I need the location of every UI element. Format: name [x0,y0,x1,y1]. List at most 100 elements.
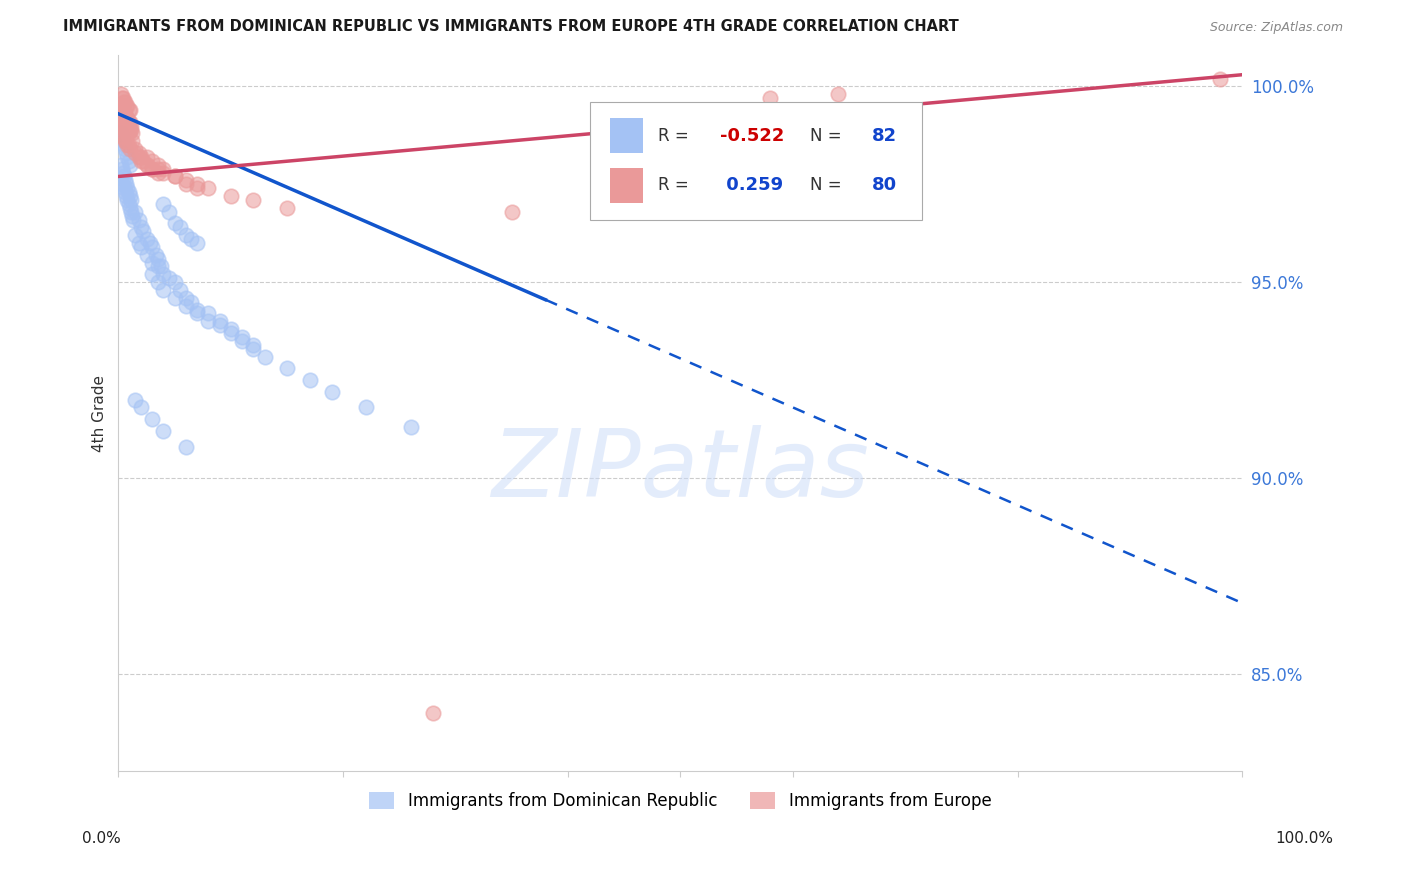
Point [117,114,139,128]
Point [128,235,150,250]
Point [115,122,138,136]
Point [112,130,135,145]
Point [253,350,276,364]
Point [117,185,139,199]
Point [111,161,134,176]
Point [174,299,197,313]
Point [197,181,219,195]
Point [114,122,136,136]
Point [110,87,132,102]
Point [174,173,197,187]
Point [242,342,264,356]
Point [152,165,174,179]
Point [111,114,134,128]
Text: 80: 80 [872,177,897,194]
Point [115,178,138,192]
Point [124,142,146,156]
Point [124,228,146,243]
Point [111,119,134,133]
Point [118,158,141,172]
Point [208,318,231,333]
Point [141,255,163,269]
Point [129,150,152,164]
Text: -0.522: -0.522 [720,127,785,145]
Text: 100.0%: 100.0% [1275,831,1334,846]
Point [112,95,135,109]
Point [174,228,197,243]
Point [117,138,139,153]
Point [135,158,157,172]
Point [163,169,186,184]
Point [180,232,202,246]
Point [827,87,849,102]
Point [242,193,264,207]
Point [120,204,142,219]
Point [112,119,135,133]
Point [139,235,162,250]
Point [111,107,134,121]
Point [111,165,134,179]
Point [117,99,139,113]
Point [117,181,139,195]
Legend: Immigrants from Dominican Republic, Immigrants from Europe: Immigrants from Dominican Republic, Immi… [363,785,998,817]
Point [399,420,422,434]
Point [118,103,141,117]
FancyBboxPatch shape [591,102,922,219]
Point [152,161,174,176]
Point [111,91,134,105]
Point [157,204,180,219]
Point [174,291,197,305]
Point [120,122,142,136]
Point [117,127,139,141]
Point [111,127,134,141]
Point [111,134,134,148]
Point [152,268,174,282]
Text: ZIPatlas: ZIPatlas [492,425,869,516]
Point [112,138,135,153]
Point [152,283,174,297]
Point [115,134,138,148]
Point [169,220,191,235]
Point [114,142,136,156]
Point [146,165,169,179]
Point [124,146,146,161]
Point [141,153,163,168]
Text: 0.0%: 0.0% [82,831,121,846]
Point [111,111,134,125]
Point [157,271,180,285]
Point [111,91,134,105]
Point [117,103,139,117]
Point [186,181,208,195]
Point [121,209,143,223]
Point [146,275,169,289]
Point [163,275,186,289]
Point [111,178,134,192]
Point [501,204,523,219]
Point [117,197,139,211]
Point [120,119,142,133]
Point [111,130,134,145]
Point [141,161,163,176]
Point [115,114,138,128]
Point [276,201,298,215]
Point [115,99,138,113]
Point [110,99,132,113]
Point [117,193,139,207]
Point [129,220,152,235]
Point [231,330,253,344]
Point [120,193,142,207]
Point [121,127,143,141]
Point [128,150,150,164]
Bar [610,119,644,153]
Point [129,401,152,415]
Point [118,201,141,215]
Point [129,153,152,168]
Point [111,103,134,117]
Point [219,322,242,336]
Text: 82: 82 [872,127,897,145]
Point [152,197,174,211]
Point [117,150,139,164]
Point [114,134,136,148]
Point [118,114,141,128]
Text: IMMIGRANTS FROM DOMINICAN REPUBLIC VS IMMIGRANTS FROM EUROPE 4TH GRADE CORRELATI: IMMIGRANTS FROM DOMINICAN REPUBLIC VS IM… [63,20,959,34]
